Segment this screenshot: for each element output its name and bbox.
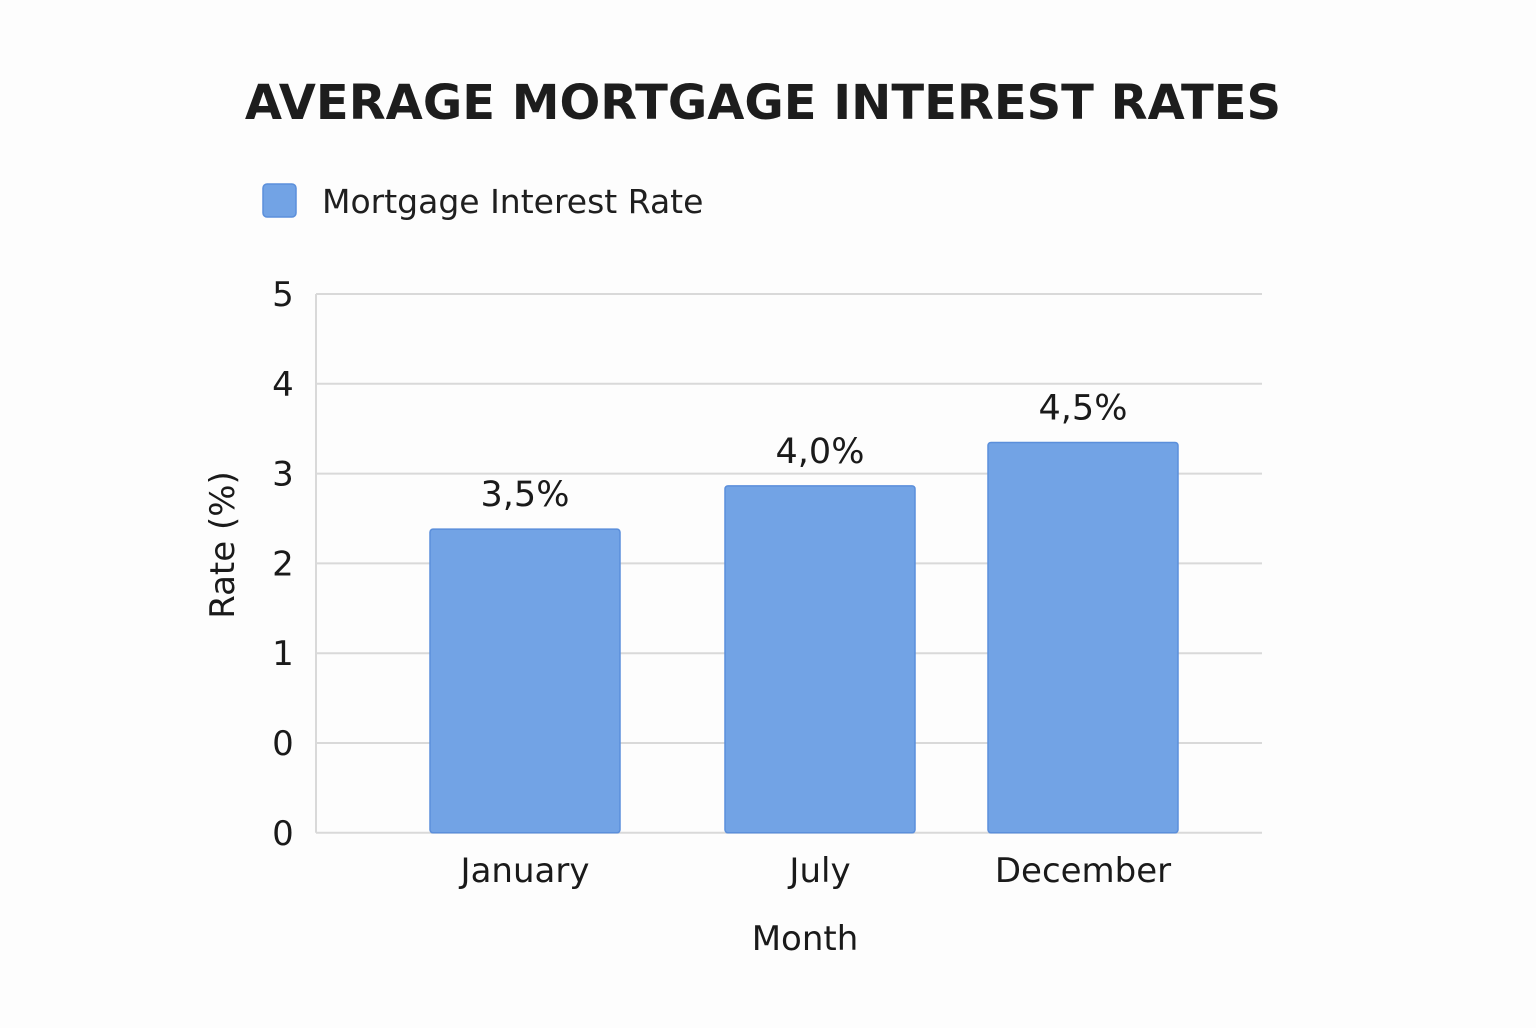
legend: Mortgage Interest Rate bbox=[262, 182, 703, 221]
data-label: 3,5% bbox=[481, 475, 570, 515]
x-tick-label: July bbox=[787, 851, 850, 891]
x-axis-ticks: January July December bbox=[459, 851, 1172, 891]
x-tick-label: December bbox=[995, 851, 1171, 891]
data-label: 4,5% bbox=[1039, 388, 1128, 428]
bar bbox=[987, 441, 1179, 834]
legend-swatch bbox=[262, 183, 297, 218]
data-label: 4,0% bbox=[776, 432, 865, 472]
bars bbox=[429, 441, 1179, 834]
y-axis-ticks: 5 4 3 2 1 0 0 bbox=[272, 275, 294, 854]
x-axis-title: Month bbox=[752, 919, 859, 959]
y-tick-label: 0 bbox=[272, 814, 294, 854]
x-tick-label: January bbox=[459, 851, 590, 891]
bar bbox=[724, 485, 916, 834]
y-tick-label: 3 bbox=[272, 455, 294, 495]
y-tick-label: 5 bbox=[272, 275, 294, 315]
bar bbox=[429, 528, 621, 834]
chart-title: AVERAGE MORTGAGE INTEREST RATES bbox=[245, 75, 1281, 131]
y-tick-label: 4 bbox=[272, 365, 294, 405]
y-axis-title: Rate (%) bbox=[203, 471, 243, 619]
y-tick-label: 0 bbox=[272, 724, 294, 764]
y-tick-label: 1 bbox=[272, 634, 294, 674]
y-tick-label: 2 bbox=[272, 544, 294, 584]
data-labels: 3,5% 4,0% 4,5% bbox=[481, 388, 1128, 515]
legend-label: Mortgage Interest Rate bbox=[322, 182, 703, 221]
